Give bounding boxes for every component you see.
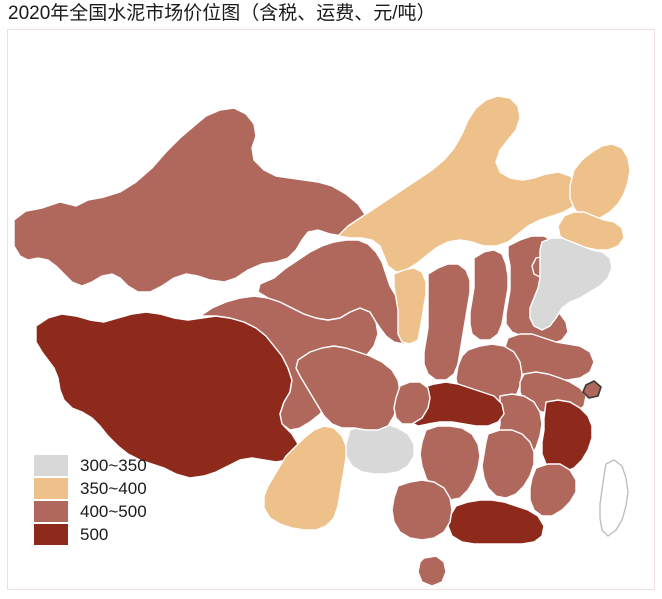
region-heilongjiang[interactable] — [569, 143, 631, 221]
region-shanghai[interactable] — [582, 380, 602, 399]
legend-swatch-300-350 — [34, 455, 68, 476]
region-guangxi[interactable] — [391, 479, 453, 541]
region-guizhou[interactable] — [345, 423, 415, 475]
region-liaoning[interactable] — [529, 237, 613, 331]
region-hunan[interactable] — [419, 425, 481, 501]
region-inner-mongolia[interactable] — [337, 95, 581, 273]
page-title: 2020年全国水泥市场价位图（含税、运费、元/吨） — [8, 3, 436, 24]
price-legend: 300~350 350~400 400~500 500 — [34, 454, 224, 546]
china-choropleth-map — [13, 95, 631, 587]
region-shaanxi[interactable] — [423, 263, 471, 381]
legend-label-350-400: 350~400 — [80, 479, 147, 498]
legend-label-400-500: 400~500 — [80, 502, 147, 521]
legend-row-2[interactable]: 350~400 — [34, 477, 224, 500]
region-shanxi[interactable] — [469, 249, 509, 341]
legend-row-1[interactable]: 300~350 — [34, 454, 224, 477]
legend-swatch-500 — [34, 524, 68, 545]
region-chongqing[interactable] — [393, 381, 431, 425]
legend-label-300-350: 300~350 — [80, 456, 147, 475]
region-xinjiang[interactable] — [13, 107, 367, 293]
region-guangdong[interactable] — [447, 499, 545, 545]
legend-label-500: 500 — [80, 525, 109, 544]
region-yunnan[interactable] — [263, 425, 347, 531]
region-fujian[interactable] — [529, 463, 577, 517]
region-ningxia[interactable] — [393, 267, 427, 345]
legend-row-3[interactable]: 400~500 — [34, 500, 224, 523]
region-jiangxi[interactable] — [481, 429, 535, 499]
map-panel: 300~350 350~400 400~500 500 — [7, 29, 655, 590]
region-sichuan[interactable] — [295, 345, 401, 431]
legend-swatch-400-500 — [34, 501, 68, 522]
region-taiwan[interactable] — [599, 459, 629, 537]
region-zhejiang[interactable] — [541, 399, 593, 473]
region-hainan[interactable] — [417, 555, 447, 587]
legend-row-4[interactable]: 500 — [34, 523, 224, 546]
legend-swatch-350-400 — [34, 478, 68, 499]
